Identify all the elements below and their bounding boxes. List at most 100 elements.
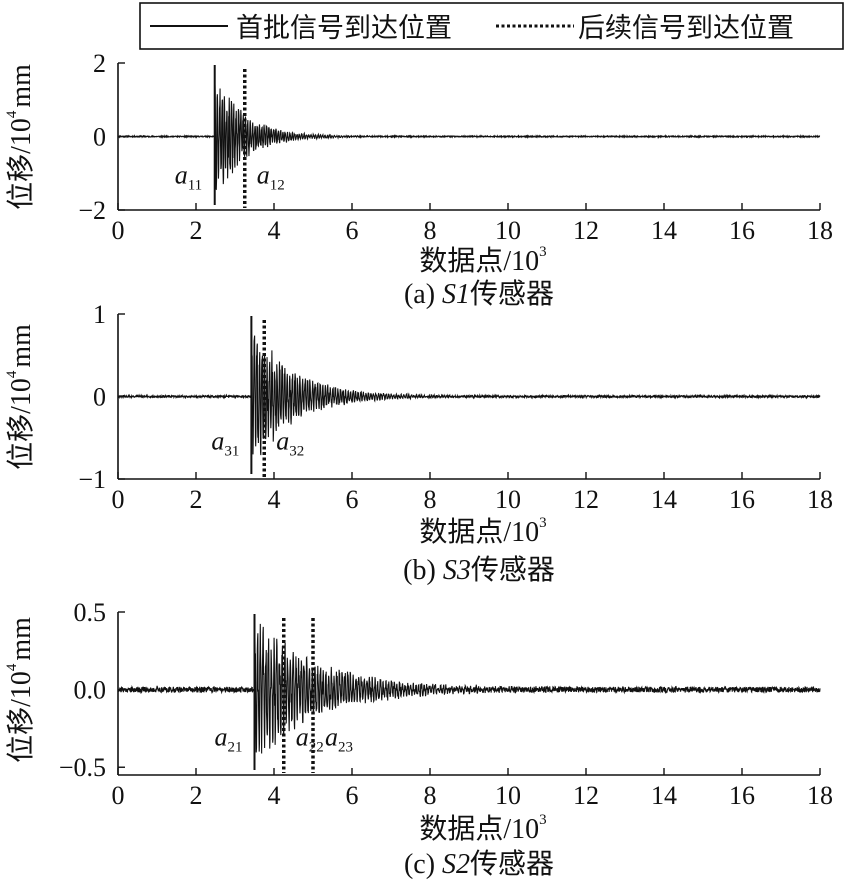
x-tick-label: 8 [424, 485, 437, 514]
signal-trace [117, 83, 821, 191]
x-axis-label-text: 数据点/10 [419, 813, 539, 845]
arrival-label-letter: a [211, 426, 224, 455]
x-axis-label-exponent: 3 [539, 515, 547, 531]
signal-trace [117, 334, 821, 456]
panel-caption-sensor: S2 [442, 849, 470, 880]
arrival-label-letter: a [296, 723, 309, 752]
arrival-label: a22 [296, 723, 324, 756]
legend-first-label: 首批信号到达位置 [236, 13, 452, 43]
x-axis-label-exponent: 3 [539, 812, 547, 828]
arrival-label: a21 [215, 723, 243, 756]
x-tick-label: 16 [729, 216, 755, 245]
arrival-label-letter: a [325, 723, 338, 752]
y-tick-label: −0.5 [59, 753, 106, 782]
arrival-label: a32 [276, 426, 304, 459]
y-axis-label: 位移/104 mm [4, 617, 37, 763]
arrival-label: a11 [175, 161, 202, 194]
x-tick-label: 18 [807, 216, 833, 245]
x-tick-label: 14 [651, 781, 677, 810]
panel-caption: (c) S2传感器 [404, 848, 554, 880]
y-axis-label-exponent: 4 [4, 663, 20, 671]
x-tick-label: 12 [573, 485, 599, 514]
x-tick-label: 6 [346, 216, 359, 245]
x-tick-label: 6 [346, 781, 359, 810]
legend-later-label: 后续信号到达位置 [578, 13, 794, 43]
y-axis-label-unit: mm [6, 617, 37, 661]
y-tick-label: 2 [93, 49, 106, 78]
x-tick-label: 2 [190, 216, 203, 245]
arrival-label-subscript: 12 [270, 178, 285, 194]
panel-caption-sensor: S1 [442, 279, 470, 310]
x-axis-label-exponent: 3 [539, 244, 547, 260]
y-axis-label: 位移/104 mm [4, 64, 37, 210]
panel-caption-sensor: S3 [443, 555, 471, 586]
x-tick-label: 6 [346, 485, 359, 514]
x-tick-label: 10 [495, 485, 521, 514]
arrival-label: a23 [325, 723, 353, 756]
panel-caption-suffix: 传感器 [470, 848, 554, 880]
panel-caption-prefix: (c) [404, 849, 442, 880]
y-axis-label-exponent: 4 [4, 110, 20, 118]
x-tick-label: 10 [495, 216, 521, 245]
y-tick-label: 0.0 [74, 676, 107, 705]
panel-caption: (b) S3传感器 [403, 554, 555, 586]
y-axis-label-unit: mm [6, 64, 37, 108]
x-tick-label: 8 [424, 781, 437, 810]
x-tick-label: 18 [807, 781, 833, 810]
arrival-label-subscript: 11 [188, 178, 202, 194]
x-tick-label: 18 [807, 485, 833, 514]
y-tick-label: 0.5 [74, 598, 107, 627]
x-tick-label: 2 [190, 485, 203, 514]
y-tick-label: 0 [93, 383, 106, 412]
x-axis-label-text: 数据点/10 [419, 245, 539, 277]
signal-trace [117, 623, 821, 754]
arrival-label-letter: a [215, 723, 228, 752]
y-axis-label-unit: mm [6, 324, 37, 368]
arrival-label-letter: a [257, 161, 270, 190]
panel-caption-suffix: 传感器 [471, 554, 555, 586]
arrival-label: a12 [257, 161, 285, 194]
arrival-label: a31 [211, 426, 239, 459]
x-tick-label: 16 [729, 485, 755, 514]
x-tick-label: 12 [573, 781, 599, 810]
x-tick-label: 0 [112, 216, 125, 245]
x-tick-label: 12 [573, 216, 599, 245]
y-axis-label-exponent: 4 [4, 370, 20, 378]
panel-caption-suffix: 传感器 [470, 278, 554, 310]
y-tick-label: 0 [93, 123, 106, 152]
x-tick-label: 0 [112, 781, 125, 810]
arrival-label-subscript: 31 [224, 443, 239, 459]
y-tick-label: −1 [78, 465, 106, 494]
x-tick-label: 2 [190, 781, 203, 810]
x-tick-label: 14 [651, 485, 677, 514]
legend: 首批信号到达位置 后续信号到达位置 [139, 2, 844, 50]
x-tick-label: 8 [424, 216, 437, 245]
x-axis-label: 数据点/103 [419, 244, 546, 277]
arrival-label-letter: a [276, 426, 289, 455]
x-tick-label: 4 [268, 485, 281, 514]
y-tick-label: −2 [78, 196, 106, 225]
y-axis-label-text: 位移/10 [5, 118, 37, 210]
arrival-label-subscript: 22 [309, 740, 324, 756]
x-tick-label: 4 [268, 216, 281, 245]
y-tick-label: 1 [93, 300, 106, 329]
panel-caption: (a) S1传感器 [404, 278, 554, 310]
arrival-label-subscript: 21 [228, 740, 243, 756]
x-tick-label: 10 [495, 781, 521, 810]
x-tick-label: 14 [651, 216, 677, 245]
y-axis-label-text: 位移/10 [5, 378, 37, 470]
arrival-label-subscript: 32 [289, 443, 304, 459]
y-axis-label: 位移/104 mm [4, 324, 37, 470]
x-tick-label: 0 [112, 485, 125, 514]
arrival-label-letter: a [175, 161, 188, 190]
panel-caption-prefix: (a) [404, 279, 442, 310]
x-axis-label: 数据点/103 [419, 515, 546, 548]
x-axis-label-text: 数据点/10 [419, 516, 539, 548]
panel-caption-prefix: (b) [403, 555, 443, 586]
